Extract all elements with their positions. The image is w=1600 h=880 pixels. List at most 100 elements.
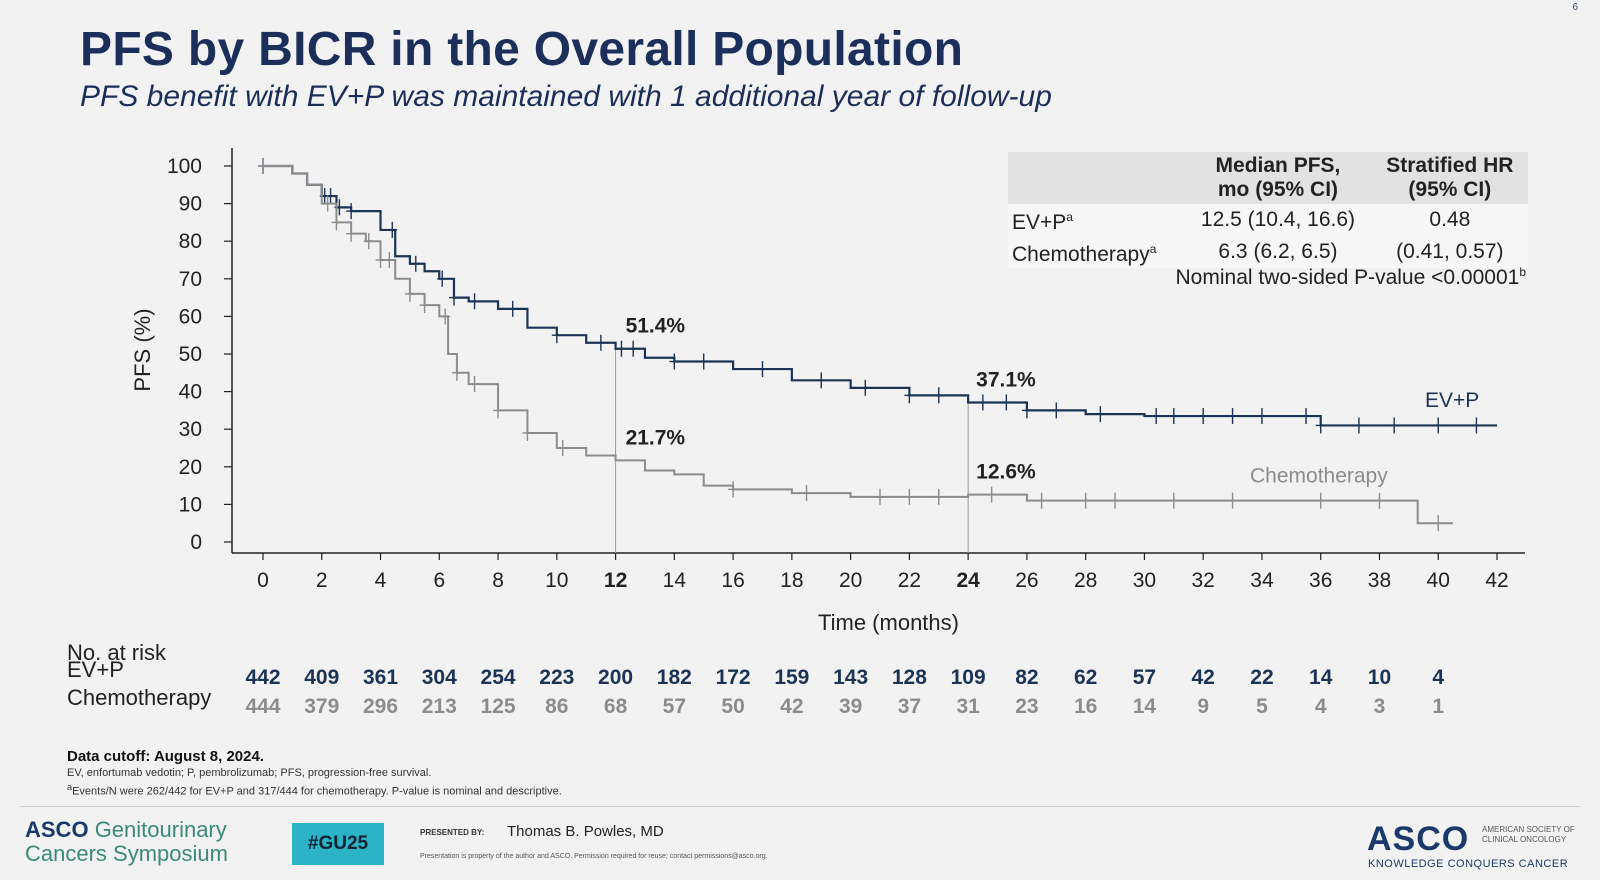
stats-table: Median PFS, mo (95% CI) Stratified HR (95%… [1008,152,1528,268]
x-tick-label: 14 [663,569,687,592]
asco-logo-subtitle: AMERICAN SOCIETY OF CLINICAL ONCOLOGY [1482,825,1575,844]
p-value: Nominal two-sided P-value <0.00001b [1175,265,1526,289]
at-risk-value: 128 [892,666,927,689]
x-tick-label: 8 [492,569,504,592]
y-tick-label: 80 [179,230,202,253]
events-note: aEvents/N were 262/442 for EV+P and 317/… [67,782,562,798]
at-risk-value: 304 [422,666,457,689]
at-risk-value: 5 [1256,695,1268,718]
x-axis-label: Time (months) [818,610,959,635]
at-risk-value: 442 [245,666,280,689]
at-risk-label-evp: EV+P [67,657,124,682]
asco-logo: ASCO [1367,820,1470,858]
x-tick-label: 36 [1309,569,1332,592]
x-tick-label: 40 [1427,569,1450,592]
series-label-chemo: Chemotherapy [1250,464,1388,487]
x-tick-label: 24 [956,569,980,592]
slide-title: PFS by BICR in the Overall Population [80,23,964,76]
x-tick-label: 38 [1368,569,1391,592]
x-tick-label: 2 [316,569,328,592]
x-tick-label: 6 [433,569,445,592]
at-risk-value: 9 [1197,695,1209,718]
annotation-label: 12.6% [976,461,1036,484]
at-risk-value: 22 [1250,666,1273,689]
annotation-label: 51.4% [626,315,686,338]
at-risk-value: 213 [422,695,457,718]
at-risk-value: 182 [657,666,692,689]
at-risk-value: 200 [598,666,633,689]
at-risk-value: 31 [956,695,980,718]
asco-tagline: KNOWLEDGE CONQUERS CANCER [1368,858,1569,870]
at-risk-value: 14 [1133,695,1157,718]
x-tick-label: 22 [898,569,921,592]
y-tick-label: 60 [179,305,202,328]
x-tick-label: 20 [839,569,862,592]
x-tick-label: 0 [257,569,269,592]
x-tick-label: 34 [1250,569,1274,592]
annotation-label: 21.7% [626,426,686,449]
at-risk-value: 4 [1315,695,1327,718]
y-tick-label: 40 [179,381,202,404]
annotation-label: 37.1% [976,369,1036,392]
y-axis-label: PFS (%) [130,308,155,391]
at-risk-value: 1 [1432,695,1444,718]
at-risk-value: 379 [304,695,339,718]
at-risk-value: 16 [1074,695,1097,718]
slide-subtitle: PFS benefit with EV+P was maintained wit… [80,80,1052,113]
y-tick-label: 90 [179,193,202,216]
x-tick-label: 4 [375,569,387,592]
presenter-name: Thomas B. Powles, MD [507,823,664,840]
at-risk-value: 125 [481,695,516,718]
at-risk-value: 172 [716,666,751,689]
at-risk-value: 361 [363,666,398,689]
stats-header-blank [1008,152,1185,204]
at-risk-value: 159 [774,666,809,689]
stats-row-chemo: Chemotherapya 6.3 (6.2, 6.5) (0.41, 0.57… [1008,236,1528,268]
at-risk-value: 223 [539,666,574,689]
series-label-evp: EV+P [1425,389,1479,412]
at-risk-value: 3 [1374,695,1386,718]
at-risk-value: 50 [721,695,744,718]
at-risk-value: 42 [780,695,803,718]
at-risk-value: 82 [1015,666,1038,689]
hashtag-badge: #GU25 [292,823,384,865]
x-tick-label: 30 [1133,569,1156,592]
y-tick-label: 100 [167,155,202,178]
symposium-logo: ASCO Genitourinary Cancers Symposium [25,817,228,866]
at-risk-value: 86 [545,695,568,718]
slide-number: 6 [1572,2,1578,13]
at-risk-value: 444 [245,695,280,718]
at-risk-value: 37 [898,695,921,718]
disclaimer: Presentation is property of the author a… [420,853,768,860]
y-tick-label: 50 [179,343,202,366]
at-risk-value: 62 [1074,666,1097,689]
stats-header-hr: Stratified HR (95% CI) [1371,152,1528,204]
at-risk-value: 109 [951,666,986,689]
at-risk-value: 57 [1133,666,1156,689]
x-tick-label: 16 [721,569,744,592]
presented-by-label: PRESENTED BY: [420,828,485,837]
at-risk-label-chemo: Chemotherapy [67,685,212,710]
x-tick-label: 32 [1192,569,1215,592]
stats-header-median: Median PFS, mo (95% CI) [1184,152,1372,204]
at-risk-value: 4 [1432,666,1444,689]
abbreviations: EV, enfortumab vedotin; P, pembrolizumab… [67,767,432,779]
x-tick-label: 18 [780,569,803,592]
at-risk-value: 409 [304,666,339,689]
stats-row-evp: EV+Pa 12.5 (10.4, 16.6) 0.48 [1008,204,1528,236]
at-risk-value: 42 [1192,666,1215,689]
footer-divider [20,806,1580,807]
at-risk-value: 296 [363,695,398,718]
y-tick-label: 10 [179,493,202,516]
y-tick-label: 30 [179,418,202,441]
y-tick-label: 0 [190,531,202,554]
x-tick-label: 26 [1015,569,1038,592]
at-risk-value: 143 [833,666,868,689]
y-tick-label: 20 [179,456,202,479]
x-tick-label: 42 [1485,569,1508,592]
x-tick-label: 28 [1074,569,1097,592]
at-risk-value: 10 [1368,666,1391,689]
at-risk-value: 68 [604,695,628,718]
at-risk-value: 254 [481,666,516,689]
